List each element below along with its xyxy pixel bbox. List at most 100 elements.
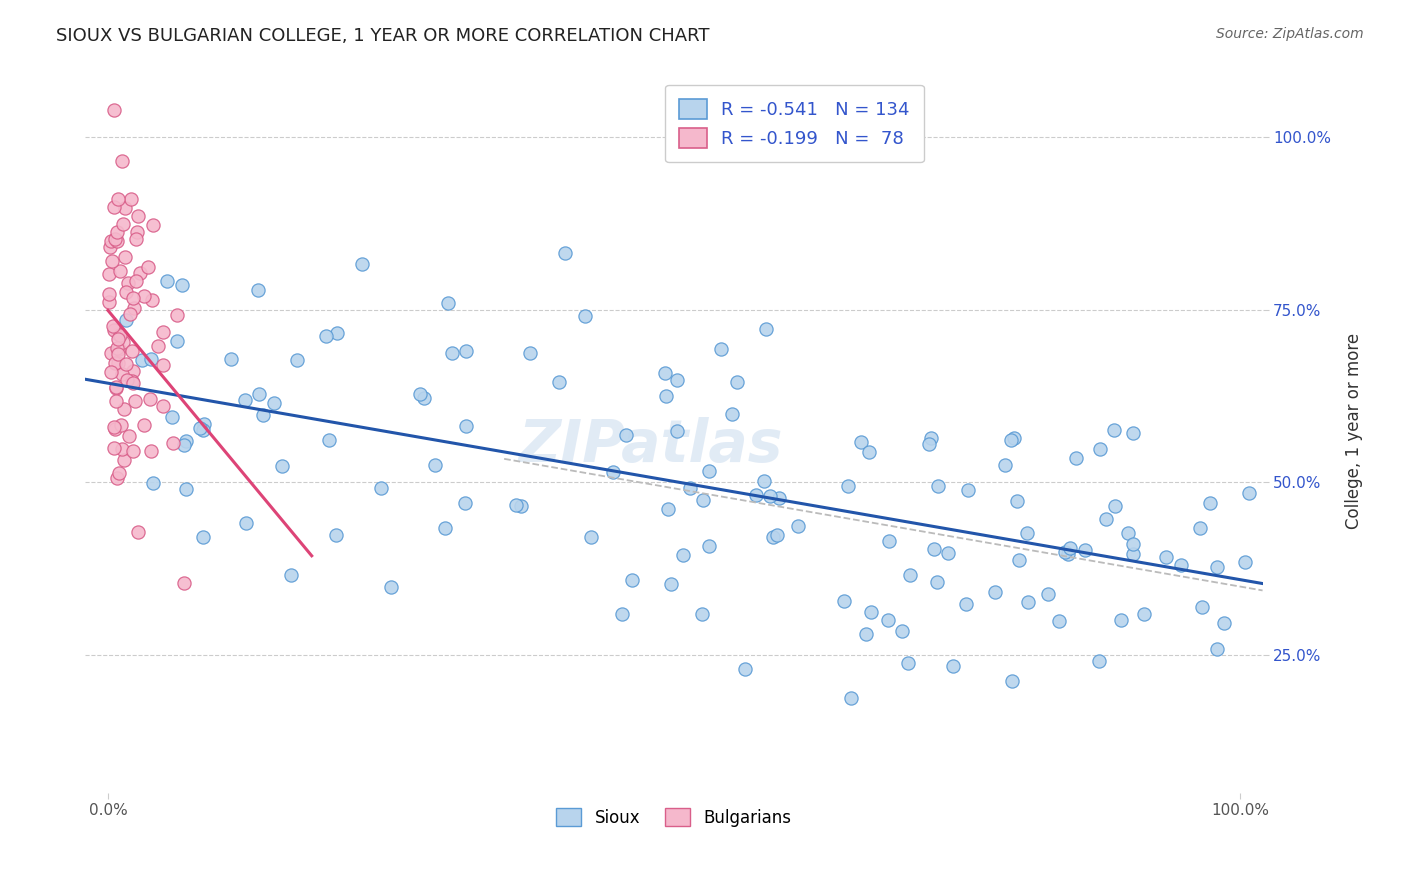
Point <box>897 656 920 670</box>
Point <box>176 483 198 497</box>
Point <box>107 356 129 370</box>
Point <box>1188 521 1211 535</box>
Point <box>131 352 153 367</box>
Point <box>141 443 163 458</box>
Point <box>554 246 576 260</box>
Point <box>1122 425 1144 440</box>
Point <box>657 501 679 516</box>
Point <box>879 533 901 548</box>
Point <box>121 343 143 358</box>
Point <box>104 232 127 246</box>
Point <box>761 530 783 544</box>
Point <box>105 234 128 248</box>
Point <box>547 376 569 390</box>
Point <box>142 218 165 232</box>
Point <box>957 483 980 497</box>
Point <box>890 624 912 639</box>
Text: ZIPatlas: ZIPatlas <box>519 417 783 474</box>
Text: SIOUX VS BULGARIAN COLLEGE, 1 YEAR OR MORE CORRELATION CHART: SIOUX VS BULGARIAN COLLEGE, 1 YEAR OR MO… <box>56 27 710 45</box>
Point <box>166 334 188 348</box>
Point <box>1118 525 1140 540</box>
Point <box>876 613 898 627</box>
Point <box>110 264 132 278</box>
Point <box>173 575 195 590</box>
Point <box>100 346 122 360</box>
Point <box>125 231 148 245</box>
Point <box>745 488 768 502</box>
Point <box>453 496 475 510</box>
Point <box>105 394 128 409</box>
Legend: Sioux, Bulgarians: Sioux, Bulgarians <box>548 799 800 835</box>
Point <box>170 278 193 293</box>
Point <box>690 607 713 622</box>
Point <box>105 471 128 485</box>
Point <box>984 584 1007 599</box>
Point <box>1036 587 1059 601</box>
Point <box>725 376 748 390</box>
Point <box>156 274 179 288</box>
Point <box>100 234 122 248</box>
Point <box>315 329 337 343</box>
Point <box>152 399 174 413</box>
Point <box>851 434 873 449</box>
Point <box>423 458 446 472</box>
Point <box>734 662 756 676</box>
Point <box>105 341 128 355</box>
Point <box>112 453 135 467</box>
Point <box>105 225 128 239</box>
Point <box>1018 595 1040 609</box>
Point <box>326 326 349 341</box>
Point <box>1205 641 1227 656</box>
Point <box>510 499 533 513</box>
Point <box>1213 615 1236 630</box>
Point <box>994 458 1017 472</box>
Point <box>112 402 135 417</box>
Point <box>574 309 596 323</box>
Point <box>111 153 134 168</box>
Point <box>1122 547 1144 561</box>
Point <box>505 498 527 512</box>
Point <box>1074 543 1097 558</box>
Point <box>936 546 959 560</box>
Point <box>858 445 880 459</box>
Point <box>1102 423 1125 437</box>
Point <box>191 530 214 544</box>
Point <box>280 568 302 582</box>
Point <box>152 325 174 339</box>
Point <box>1088 654 1111 668</box>
Point <box>127 525 149 540</box>
Point <box>193 423 215 437</box>
Point <box>285 352 308 367</box>
Point <box>519 346 541 360</box>
Y-axis label: College, 1 year or more: College, 1 year or more <box>1346 333 1362 529</box>
Point <box>105 381 128 395</box>
Point <box>654 366 676 380</box>
Point <box>117 276 139 290</box>
Point <box>247 387 270 401</box>
Point <box>108 342 131 356</box>
Point <box>1170 558 1192 572</box>
Point <box>115 285 138 300</box>
Point <box>614 428 637 442</box>
Point <box>434 521 457 535</box>
Point <box>927 479 949 493</box>
Point <box>107 326 129 341</box>
Point <box>115 373 138 387</box>
Point <box>620 574 643 588</box>
Point <box>97 286 120 301</box>
Point <box>247 283 270 297</box>
Point <box>325 527 347 541</box>
Point <box>437 296 460 310</box>
Point <box>755 322 778 336</box>
Point <box>1064 451 1087 466</box>
Point <box>1094 512 1116 526</box>
Point <box>456 343 478 358</box>
Point <box>122 301 145 315</box>
Point <box>125 274 148 288</box>
Point <box>1057 547 1080 561</box>
Point <box>121 376 143 390</box>
Point <box>1109 613 1132 627</box>
Point <box>108 467 131 481</box>
Point <box>925 575 948 590</box>
Point <box>120 192 142 206</box>
